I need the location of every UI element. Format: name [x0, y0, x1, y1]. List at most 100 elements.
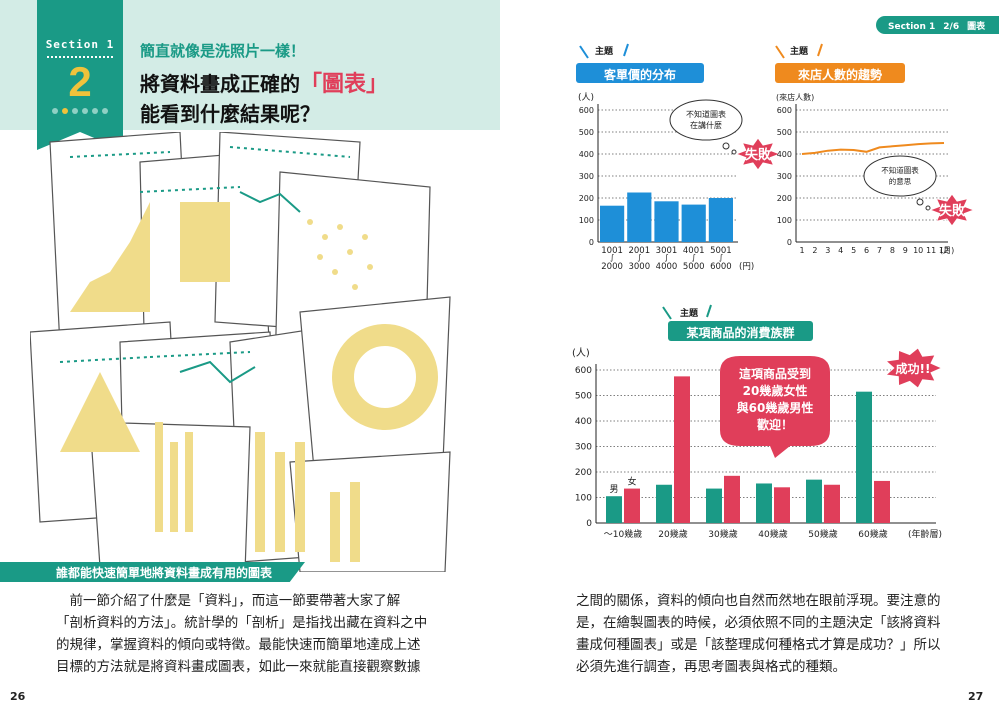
bar: [681, 204, 706, 242]
x-tick-label: 4001: [683, 246, 705, 256]
x-tick-label: 5001: [710, 246, 732, 256]
x-tick-label: 30幾歲: [708, 528, 737, 540]
y-tick-label: 200: [579, 194, 594, 203]
x-tick-label: 60幾歲: [858, 528, 887, 540]
y-axis-label: (人): [572, 347, 590, 359]
chart-title: 來店人數的趨勢: [775, 63, 905, 83]
failure-burst: [734, 137, 782, 171]
body-line: 必須先進行調查，再思考圖表與格式的種類。: [576, 659, 846, 675]
bar: [600, 205, 625, 242]
thought-text: 在講什麼: [690, 120, 722, 130]
y-tick-label: 500: [579, 128, 594, 137]
bar-doodle: [255, 432, 265, 552]
thought-bubble: [669, 99, 743, 141]
x-tick-range-mark: ∫: [692, 253, 696, 262]
area-doodle: [70, 202, 150, 312]
y-axis-label: (人): [578, 92, 594, 103]
callout-text: 歡迎！: [757, 417, 793, 432]
bar-doodle: [330, 492, 340, 562]
page-number-left: 26: [10, 690, 26, 703]
x-tick-label: 2: [812, 246, 817, 255]
series-label: 男: [609, 484, 618, 495]
x-tick-label: 4000: [656, 262, 678, 272]
x-tick-range-mark: ∫: [719, 253, 723, 262]
bar-doodle: [350, 482, 360, 562]
y-tick-label: 300: [579, 172, 594, 181]
y-tick-label: 400: [579, 150, 594, 159]
pyramid-doodle: [60, 372, 140, 452]
bar-male: [756, 483, 772, 523]
bar-female: [674, 376, 690, 523]
x-tick-label: 12: [939, 246, 949, 255]
thought-text: 不知道圖表: [686, 109, 726, 119]
x-tick-label: 〜10幾歲: [604, 528, 642, 540]
theme-label: 主題: [790, 47, 809, 57]
x-tick-label: 3000: [628, 262, 650, 272]
x-tick-label: 4: [838, 246, 843, 255]
x-tick-label: 5: [851, 246, 856, 255]
progress-dot: [92, 108, 98, 114]
thought-bubble: [863, 155, 937, 197]
section-label: Section 1: [45, 38, 115, 51]
x-tick-label: 40幾歲: [758, 528, 787, 540]
dotted-line-doodle: [59, 356, 151, 363]
y-tick-label: 0: [787, 238, 792, 247]
y-axis-label: (來店人數): [776, 92, 814, 102]
y-tick-label: 500: [575, 392, 592, 402]
section-tag-section: Section 1: [888, 22, 936, 32]
bar: [654, 201, 679, 242]
page-subtitle: 簡直就像是洗照片一樣！: [140, 42, 306, 60]
y-tick-label: 200: [575, 468, 592, 478]
body-line: 是，在繪製圖表的時候，必須依照不同的主題決定「該將資料: [576, 615, 941, 631]
bar-doodle: [275, 452, 285, 552]
x-tick-label: 2001: [628, 246, 650, 256]
callout-text: 與60幾歲男性: [737, 400, 814, 415]
section-heading: 誰都能快速簡單地將資料畫成有用的圖表: [56, 566, 273, 580]
verdict-label: 成功!!: [896, 361, 931, 376]
chart-customer-spend: (人)01002003004005006001001∫20002001∫3000…: [578, 92, 782, 272]
section-tag-count: 2/6: [943, 22, 960, 32]
line-doodle: [179, 360, 256, 384]
line-doodle: [239, 191, 301, 213]
y-tick-label: 500: [777, 128, 792, 137]
x-axis-unit: (円): [739, 262, 754, 272]
y-tick-label: 300: [575, 443, 592, 453]
y-tick-label: 600: [777, 106, 792, 115]
scatter-doodle: [307, 219, 373, 290]
section-heading-bar: [0, 562, 305, 582]
x-tick-range-mark: ∫: [637, 253, 641, 262]
title-highlight: 「圖表」: [300, 72, 389, 97]
x-axis-unit: (月): [940, 246, 954, 255]
body-text-right: 之間的關係，資料的傾向也自然而然地在眼前浮現。要注意的 是，在繪製圖表的時候，必…: [576, 590, 956, 678]
callout-text: 20幾歲女性: [743, 383, 808, 398]
x-tick-label: 5000: [683, 262, 705, 272]
verdict-label: 失敗: [745, 147, 772, 163]
thought-dot: [731, 149, 737, 155]
thought-dot: [722, 142, 730, 150]
section-tag: Section 1 2/6 圖表: [876, 16, 999, 34]
y-tick-label: 0: [589, 238, 594, 247]
section-progress-dots: [52, 108, 108, 114]
callout-cloud: [720, 356, 830, 458]
y-tick-label: 100: [777, 216, 792, 225]
x-tick-range-mark: ∫: [664, 253, 668, 262]
page-title-line2: 能看到什麼結果呢？: [140, 102, 320, 126]
y-tick-label: 200: [777, 194, 792, 203]
x-tick-label: 10: [913, 246, 923, 255]
bar-doodle: [185, 432, 193, 532]
chart-title: 某項商品的消費族群: [668, 321, 813, 341]
theme-label: 主題: [680, 309, 699, 319]
y-tick-label: 600: [579, 106, 594, 115]
x-tick-label: 7: [877, 246, 882, 255]
progress-dot: [102, 108, 108, 114]
x-tick-label: 1001: [601, 246, 623, 256]
y-tick-label: 300: [777, 172, 792, 181]
body-line: 前一節介紹了什麼是「資料」，而這一節要帶著大家了解: [56, 593, 401, 609]
bar-doodle: [155, 422, 163, 532]
x-tick-label: 1: [799, 246, 804, 255]
bar-male: [806, 479, 822, 523]
x-tick-label: 3: [825, 246, 830, 255]
x-tick-label: 8: [890, 246, 895, 255]
x-tick-label: 6000: [710, 262, 732, 272]
thought-text: 不知道圖表: [881, 165, 919, 175]
